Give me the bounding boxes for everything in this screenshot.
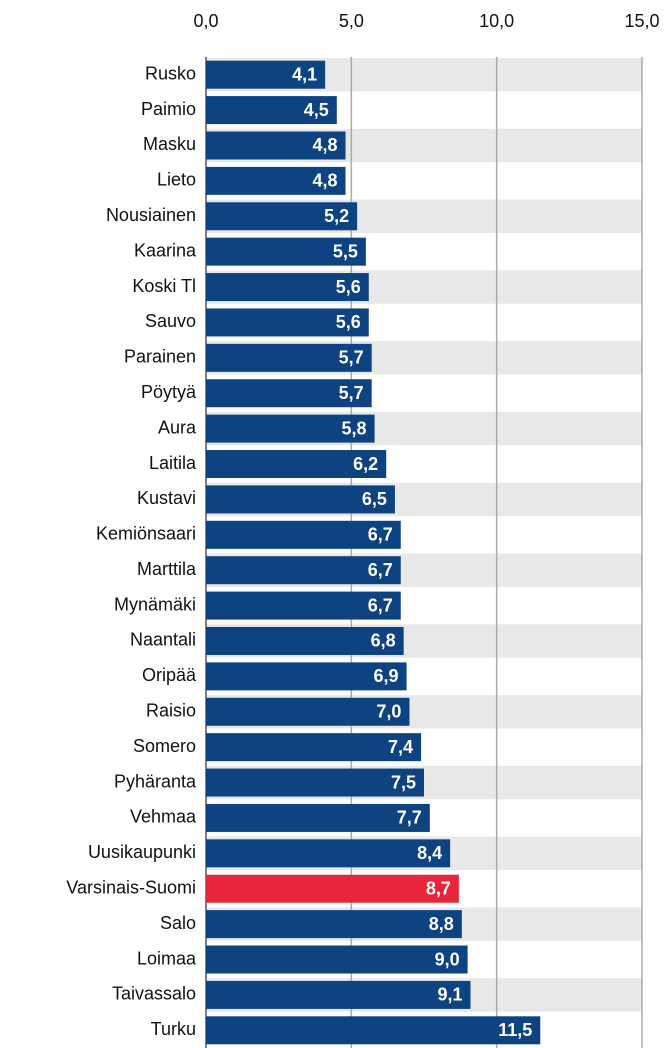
category-label: Paimio [141, 99, 196, 119]
bar [206, 980, 471, 1009]
value-label: 6,7 [368, 560, 393, 580]
category-label: Laitila [149, 453, 197, 473]
category-label: Oripää [142, 665, 197, 685]
bar [206, 485, 395, 514]
category-label: Uusikaupunki [88, 842, 196, 862]
bar [206, 768, 424, 797]
value-label: 6,9 [374, 666, 399, 686]
category-label: Lieto [157, 170, 196, 190]
value-label: 6,7 [368, 595, 393, 615]
category-label: Mynämäki [114, 594, 196, 614]
value-label: 5,2 [324, 206, 349, 226]
bar [206, 414, 375, 443]
value-label: 4,8 [312, 171, 337, 191]
bar [206, 273, 369, 302]
bar [206, 697, 410, 726]
category-label: Pöytyä [141, 382, 197, 402]
category-label: Kustavi [137, 488, 196, 508]
bar [206, 343, 372, 372]
category-label: Nousiainen [106, 205, 196, 225]
bar [206, 662, 407, 691]
value-label: 5,7 [339, 348, 364, 368]
category-label: Parainen [124, 347, 196, 367]
value-label: 11,5 [498, 1020, 532, 1040]
value-label: 8,4 [417, 843, 442, 863]
bar [206, 308, 369, 337]
x-tick-label: 5,0 [339, 11, 364, 31]
category-label: Taivassalo [112, 984, 196, 1004]
value-label: 7,4 [388, 737, 413, 757]
bar [206, 379, 372, 408]
category-label: Kemiönsaari [96, 524, 196, 544]
bar [206, 520, 401, 549]
category-label: Varsinais-Suomi [66, 877, 196, 897]
category-label: Aura [158, 417, 197, 437]
category-label: Koski Tl [132, 276, 196, 296]
value-label: 7,0 [376, 702, 401, 722]
category-label: Pyhäranta [114, 771, 197, 791]
category-label: Turku [151, 1019, 196, 1039]
bar [206, 237, 366, 266]
category-label: Raisio [146, 701, 196, 721]
x-tick-label: 0,0 [193, 11, 218, 31]
category-label: Naantali [130, 630, 196, 650]
bar [206, 166, 346, 195]
bar [206, 1016, 541, 1045]
bar [206, 839, 451, 868]
value-label: 6,5 [362, 489, 387, 509]
value-label: 9,0 [435, 949, 460, 969]
value-label: 6,7 [368, 525, 393, 545]
bar [206, 626, 404, 655]
value-label: 6,2 [353, 454, 378, 474]
value-label: 5,8 [342, 418, 367, 438]
category-label: Sauvo [145, 311, 196, 331]
bar [206, 131, 346, 160]
bar [206, 60, 326, 89]
value-label: 6,8 [371, 631, 396, 651]
category-label: Marttila [137, 559, 197, 579]
category-label: Salo [160, 913, 196, 933]
value-label: 5,6 [336, 312, 361, 332]
value-label: 5,5 [333, 241, 358, 261]
x-tick-label: 15,0 [624, 11, 659, 31]
bar [206, 202, 358, 231]
value-label: 4,5 [304, 100, 329, 120]
value-label: 7,7 [397, 808, 422, 828]
bar [206, 803, 430, 832]
value-label: 5,7 [339, 383, 364, 403]
value-label: 7,5 [391, 772, 416, 792]
category-label: Loimaa [137, 948, 197, 968]
bar [206, 874, 459, 903]
value-label: 4,1 [292, 64, 317, 84]
bar [206, 945, 468, 974]
category-label: Masku [143, 134, 196, 154]
bar [206, 591, 401, 620]
value-label: 9,1 [437, 985, 462, 1005]
category-label: Vehmaa [130, 807, 197, 827]
bar [206, 733, 422, 762]
value-label: 8,7 [426, 878, 451, 898]
category-label: Kaarina [134, 240, 197, 260]
value-label: 8,8 [429, 914, 454, 934]
value-label: 5,6 [336, 277, 361, 297]
category-label: Rusko [145, 63, 196, 83]
bar [206, 96, 337, 125]
bar [206, 910, 462, 939]
bar [206, 556, 401, 585]
category-label: Somero [133, 736, 196, 756]
x-tick-label: 10,0 [479, 11, 514, 31]
bar [206, 450, 387, 479]
value-label: 4,8 [312, 135, 337, 155]
